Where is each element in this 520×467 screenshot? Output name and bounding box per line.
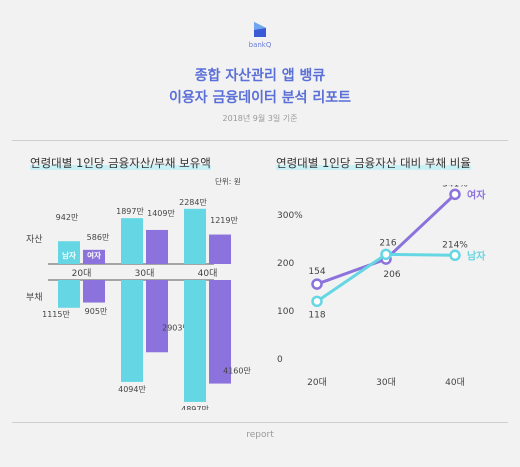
left-chart-unit: 단위: 원: [215, 177, 241, 186]
debt-bar-male-3: [184, 280, 206, 402]
legend-label-male: 남자: [62, 250, 76, 260]
y-tick-label-0: 0: [277, 355, 283, 365]
asset-value-male-3: 2284만: [179, 198, 207, 207]
debt-bar-female-2: [146, 280, 168, 353]
point-female-3: [449, 188, 461, 201]
legend-label-female: 여자: [87, 250, 101, 260]
debt-value-male-1: 1115만: [42, 310, 70, 319]
debt-bar-female-3: [209, 280, 231, 384]
top-divider: [12, 140, 508, 141]
x-tick-label-3: 40대: [198, 268, 218, 279]
assets-row-label: 자산: [26, 234, 43, 245]
report-date: 2018년 9월 3일 기준: [222, 114, 298, 123]
bankq-logo: [250, 20, 270, 40]
right-chart-title: 연령대별 1인당 금융자산 대비 부채 비율: [276, 156, 471, 170]
debt-value-female-1: 905만: [85, 307, 108, 316]
debt-value-male-3: 4897만: [181, 405, 209, 410]
debt-ratio-line-chart: 0 100 200 300% 20대 30대 40대 154 206 341%여자 118 216 21…: [277, 185, 486, 388]
left-chart-title: 연령대별 1인당 금융자산/부채 보유액: [30, 156, 211, 170]
point-male-3: [449, 249, 461, 262]
brand-name: bankQ: [248, 41, 272, 49]
debt-value-male-2: 4094만: [118, 385, 146, 394]
debt-row-label: 부채: [26, 292, 43, 303]
y-tick-label-2: 200: [277, 259, 294, 269]
asset-value-female-3: 1219만: [210, 216, 238, 225]
asset-bar-male-1: [58, 241, 80, 264]
point-male-1: [311, 295, 323, 308]
footer-label: report: [246, 430, 274, 440]
data-label-male-1: 118: [308, 310, 325, 320]
debt-value-female-2: 2903만: [162, 323, 190, 332]
data-label-female-2: 206: [383, 270, 400, 280]
debt-value-female-3: 4160만: [223, 367, 251, 376]
x-tick-label-1: 20대: [72, 268, 92, 279]
logo-icon: [254, 22, 266, 37]
series-name-female: 여자: [467, 188, 486, 201]
asset-bar-female-3: [209, 234, 231, 264]
data-label-female-3: 341%: [442, 185, 468, 189]
data-label-female-1: 154: [308, 267, 325, 277]
debt-bar-male-2: [121, 280, 143, 382]
bottom-divider: [12, 422, 508, 423]
asset-value-female-1: 586만: [87, 233, 110, 242]
y-tick-label-1: 100: [277, 307, 294, 317]
asset-value-male-2: 1897만: [116, 207, 144, 216]
point-male-2: [380, 248, 392, 261]
series-name-male: 남자: [467, 249, 486, 262]
asset-bar-female-2: [146, 229, 168, 264]
page-title-line1: 종합 자산관리 앱 뱅큐: [194, 68, 326, 84]
y-tick-label-3: 300%: [277, 211, 303, 221]
asset-value-female-2: 1409만: [147, 209, 175, 218]
x-tick-label-3: 40대: [445, 377, 465, 388]
x-tick-label-1: 20대: [307, 377, 327, 388]
debt-bar-female-1: [83, 280, 105, 303]
x-tick-label-2: 30대: [376, 377, 396, 388]
asset-bar-male-2: [121, 218, 143, 264]
asset-bar-male-3: [184, 208, 206, 264]
data-label-male-2: 216: [379, 238, 396, 248]
asset-bar-female-1: [83, 249, 105, 264]
page-title-line2: 이용자 금융데이터 분석 리포트: [168, 90, 352, 106]
point-female-1: [311, 278, 323, 290]
x-tick-label-2: 30대: [135, 268, 155, 279]
asset-value-male-1: 942만: [56, 213, 79, 222]
debt-bar-male-1: [58, 280, 80, 308]
data-label-male-3: 214%: [442, 240, 468, 250]
